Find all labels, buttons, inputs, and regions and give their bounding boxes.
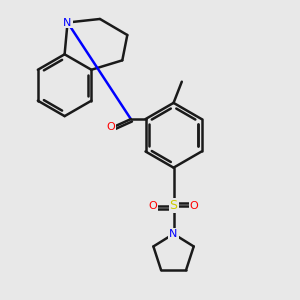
- Text: O: O: [107, 122, 116, 132]
- Text: N: N: [169, 229, 178, 239]
- Text: N: N: [63, 17, 72, 28]
- Text: O: O: [148, 201, 157, 211]
- Text: O: O: [190, 201, 199, 211]
- Text: S: S: [169, 200, 178, 212]
